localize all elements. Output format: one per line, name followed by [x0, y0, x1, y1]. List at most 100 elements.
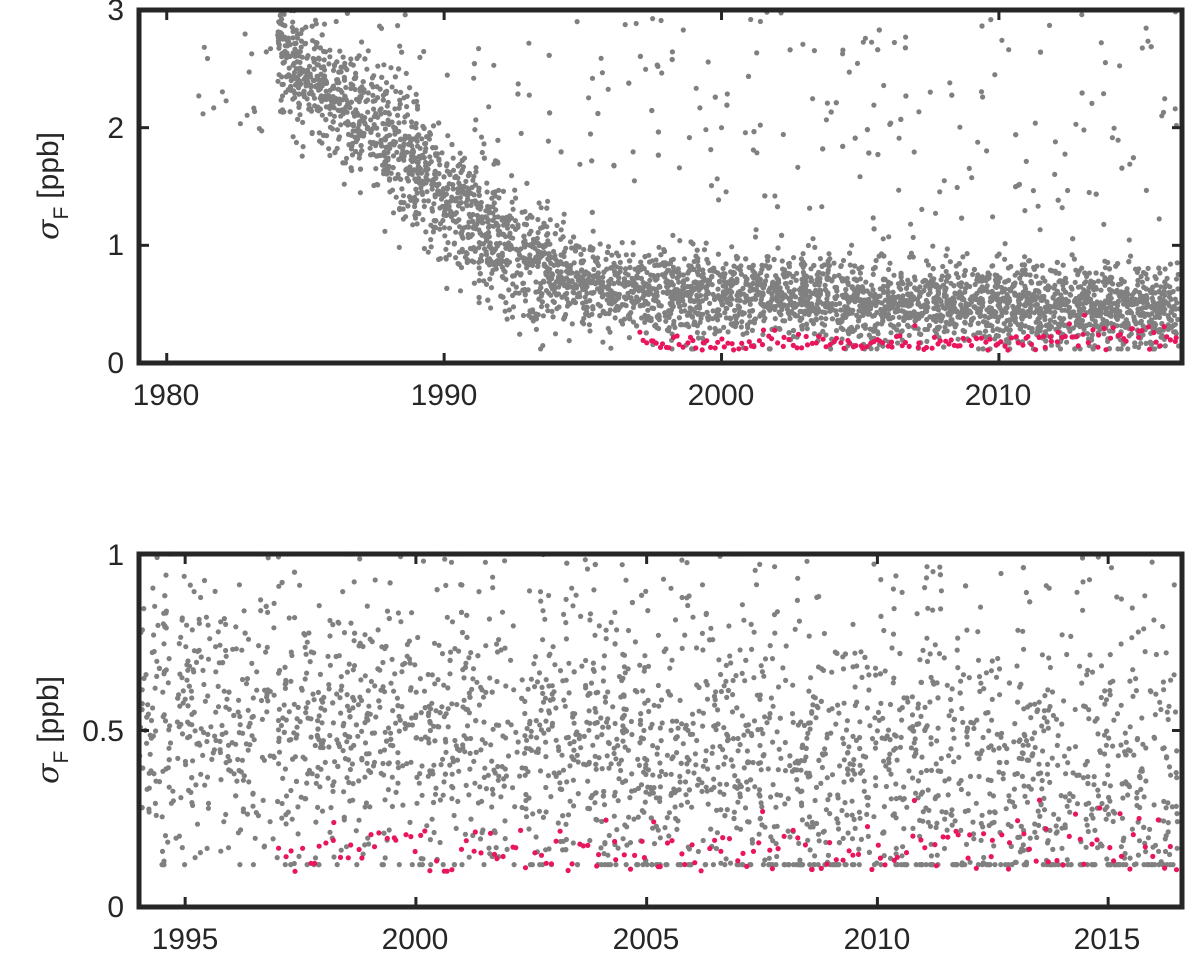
gray-data-point — [1128, 331, 1134, 337]
gray-data-point — [541, 220, 547, 226]
gray-data-point — [750, 307, 756, 314]
gray-data-point — [421, 125, 427, 131]
gray-data-point — [648, 317, 654, 324]
gray-data-point — [814, 272, 820, 278]
gray-data-point — [359, 39, 365, 45]
gray-data-point — [1081, 127, 1087, 133]
gray-data-point — [421, 245, 427, 252]
gray-data-point — [592, 258, 599, 264]
gray-data-point — [1101, 331, 1107, 337]
gray-data-point — [569, 321, 575, 327]
gray-data-point — [866, 296, 872, 302]
gray-data-point — [1173, 331, 1179, 337]
gray-data-point — [564, 303, 571, 309]
gray-data-point — [428, 159, 434, 165]
gray-data-point — [1090, 346, 1096, 352]
gray-data-point — [600, 308, 606, 314]
gray-data-point — [652, 323, 658, 329]
gray-data-point — [1029, 297, 1035, 304]
gray-data-point — [558, 149, 564, 155]
gray-data-point — [976, 346, 982, 352]
gray-data-point — [380, 162, 386, 168]
gray-data-point — [704, 288, 710, 295]
gray-data-point — [608, 265, 614, 271]
gray-data-point — [465, 196, 471, 202]
gray-data-point — [353, 148, 359, 155]
gray-data-point — [427, 154, 433, 160]
gray-data-point — [587, 298, 593, 304]
gray-data-point — [764, 254, 770, 260]
gray-data-point — [630, 149, 636, 155]
gray-data-point — [479, 149, 485, 156]
gray-data-point — [484, 189, 490, 195]
gray-data-point — [330, 94, 336, 100]
gray-data-point — [633, 20, 639, 27]
gray-data-point — [371, 106, 377, 112]
gray-data-point — [523, 242, 529, 248]
gray-data-point — [303, 24, 309, 30]
gray-data-point — [684, 321, 690, 327]
gray-data-point — [1175, 286, 1181, 292]
gray-data-point — [486, 210, 492, 216]
gray-data-point — [1012, 272, 1018, 278]
gray-data-point — [387, 145, 393, 151]
gray-data-point — [927, 272, 933, 278]
gray-data-point — [1110, 281, 1116, 287]
gray-data-point — [678, 321, 684, 328]
gray-data-point — [727, 289, 733, 295]
gray-data-point — [642, 300, 648, 306]
gray-data-point — [959, 305, 965, 311]
gray-data-point — [781, 302, 787, 308]
gray-data-point — [476, 300, 482, 306]
gray-data-point — [765, 300, 771, 306]
gray-data-point — [446, 225, 453, 231]
gray-data-point — [459, 167, 465, 173]
gray-data-point — [1046, 321, 1052, 327]
gray-data-point — [365, 48, 371, 54]
gray-data-point — [529, 214, 535, 220]
gray-data-point — [423, 174, 429, 180]
gray-data-point — [811, 48, 818, 54]
gray-data-point — [496, 230, 502, 236]
gray-data-point — [296, 100, 302, 106]
gray-data-point — [980, 346, 986, 352]
gray-data-point — [747, 313, 753, 319]
gray-data-point — [1079, 12, 1085, 18]
gray-data-point — [452, 174, 458, 181]
gray-data-point — [1094, 313, 1100, 319]
gray-data-point — [392, 128, 398, 134]
gray-data-point — [491, 223, 497, 229]
gray-data-point — [960, 254, 966, 260]
gray-data-point — [1148, 44, 1154, 50]
gray-data-point — [710, 308, 716, 314]
gray-data-point — [574, 19, 580, 25]
gray-data-point — [978, 89, 985, 95]
gray-data-point — [581, 246, 587, 253]
gray-data-point — [543, 264, 549, 270]
gray-data-point — [1158, 334, 1164, 340]
gray-data-point — [933, 301, 940, 307]
gray-data-point — [779, 258, 785, 264]
gray-data-point — [394, 149, 400, 155]
gray-data-point — [812, 282, 818, 288]
gray-data-point — [726, 279, 732, 285]
gray-data-point — [1035, 280, 1041, 286]
gray-data-point — [502, 308, 508, 314]
gray-data-point — [350, 110, 356, 116]
gray-data-point — [1156, 289, 1162, 295]
gray-data-point — [507, 246, 513, 253]
gray-data-point — [364, 66, 370, 72]
gray-data-point — [300, 119, 306, 125]
gray-data-point — [413, 210, 420, 216]
gray-data-point — [1093, 270, 1099, 276]
gray-data-point — [311, 66, 317, 72]
gray-data-point — [598, 55, 604, 61]
gray-data-point — [959, 215, 965, 221]
gray-data-point — [745, 297, 751, 303]
gray-data-point — [732, 307, 738, 313]
gray-data-point — [953, 322, 959, 328]
gray-data-point — [380, 121, 386, 127]
gray-data-point — [1103, 308, 1109, 314]
gray-data-point — [396, 244, 402, 250]
gray-data-point — [466, 224, 472, 230]
